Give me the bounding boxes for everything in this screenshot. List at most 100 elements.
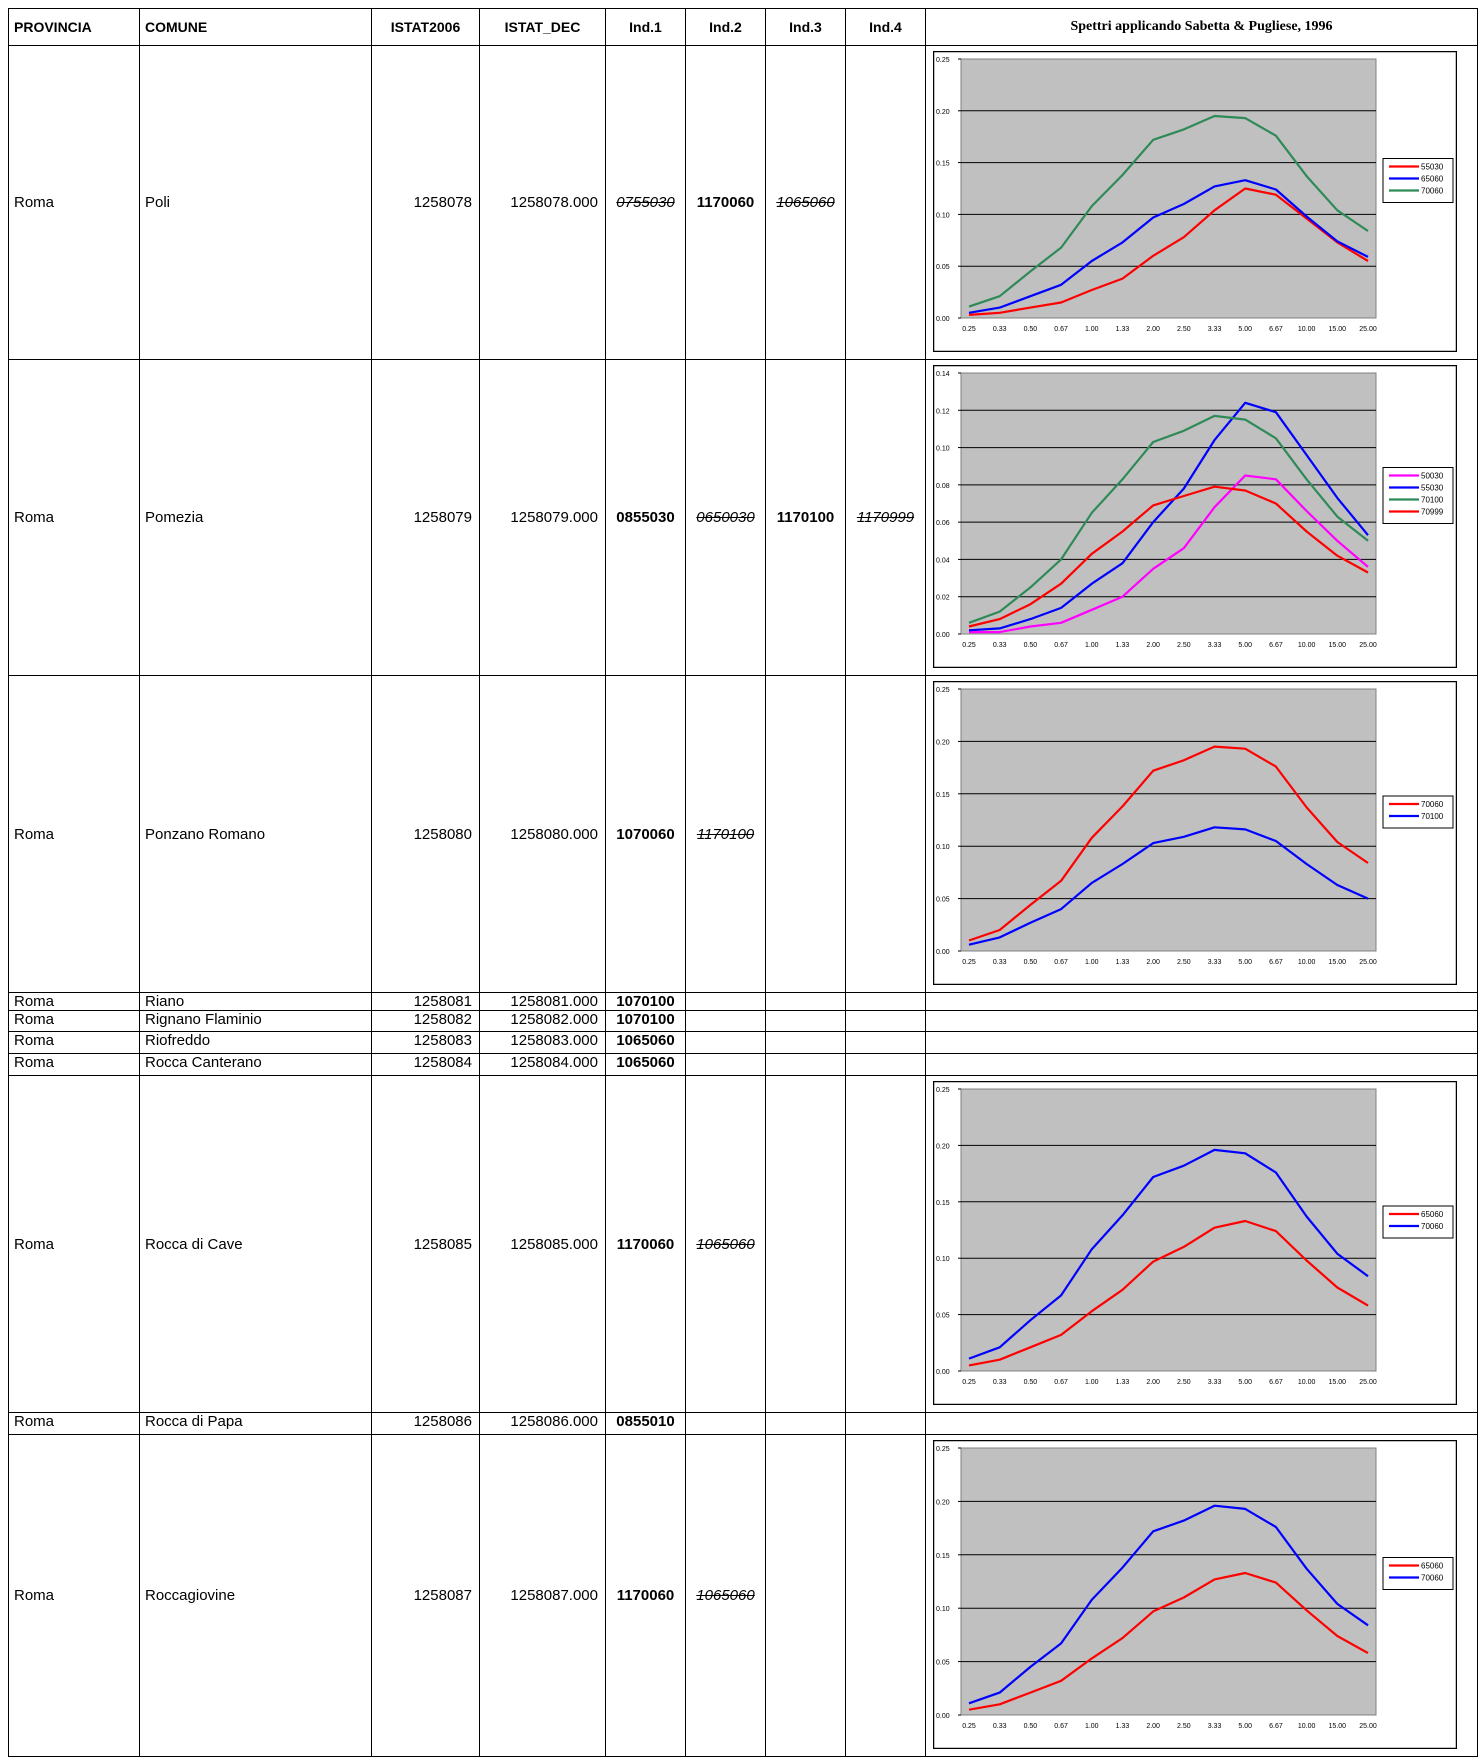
cell-ind2: 0650030 [696, 509, 755, 526]
cell-comune: Rocca di Papa [145, 1413, 243, 1430]
y-tick-label: 0.05 [936, 264, 950, 271]
x-tick-label: 6.67 [1269, 1723, 1283, 1730]
y-tick-label: 0.02 [936, 595, 950, 602]
y-tick-label: 0.05 [936, 1313, 950, 1320]
cell-comune: Rocca di Cave [145, 1235, 243, 1253]
x-tick-label: 15.00 [1329, 959, 1347, 966]
x-tick-label: 0.25 [962, 326, 976, 333]
series-line-55030 [968, 187, 1369, 316]
cell-ind2: 1170100 [696, 825, 755, 843]
cell-provincia: Roma [14, 1235, 55, 1253]
x-tick-label: 2.00 [1146, 1379, 1160, 1386]
cell-ind2 [686, 1032, 765, 1053]
cell-comune: Riofreddo [145, 1032, 211, 1049]
x-tick-label: 0.25 [962, 1379, 976, 1386]
grid-hline [8, 1412, 1478, 1413]
x-tick-label: 6.67 [1269, 959, 1283, 966]
grid-vline [845, 8, 846, 1757]
cell-istat_dec: 1258082.000 [510, 1011, 598, 1028]
y-tick-label: 0.10 [936, 1256, 950, 1263]
grid-hline [8, 45, 1478, 46]
y-tick-label: 0.00 [936, 316, 950, 323]
header-ind3: Ind.3 [789, 19, 822, 35]
x-tick-label: 15.00 [1329, 1379, 1347, 1386]
x-tick-label: 6.67 [1269, 326, 1283, 333]
header-istat_dec: ISTAT_DEC [504, 19, 581, 35]
cell-ind3 [766, 993, 845, 1010]
y-tick-label: 0.06 [936, 520, 950, 527]
legend-label: 55030 [1421, 163, 1444, 172]
x-tick-label: 0.67 [1054, 642, 1068, 649]
x-tick-label: 3.33 [1208, 1723, 1222, 1730]
y-tick-label: 0.00 [936, 949, 950, 956]
cell-ind4 [846, 1032, 925, 1053]
y-tick-label: 0.15 [936, 1200, 950, 1207]
cell-istat2006: 1258087 [413, 1587, 472, 1604]
legend-box [1382, 467, 1454, 524]
cell-ind2: 1065060 [696, 1587, 755, 1604]
legend-box [1382, 1557, 1454, 1590]
x-tick-label: 1.33 [1116, 642, 1130, 649]
spectrum-chart: 0.00 0.05 0.10 0.15 0.20 0.25 0.25 0.33 0.50 0.67… [932, 680, 1458, 986]
grid-hline [8, 992, 1478, 993]
x-tick-label: 2.50 [1177, 642, 1191, 649]
legend-label: 50030 [1421, 472, 1444, 481]
cell-istat_dec: 1258083.000 [510, 1032, 598, 1049]
header-ind1: Ind.1 [629, 19, 662, 35]
chart-svg: 0.00 0.02 0.04 0.06 0.08 0.10 0.12 0.14 0.25 0.33… [932, 364, 1458, 669]
x-tick-label: 25.00 [1359, 326, 1377, 333]
cell-ind3 [766, 1076, 845, 1412]
plot-area [960, 1088, 1377, 1372]
legend-label: 70060 [1421, 187, 1444, 196]
cell-provincia: Roma [14, 1413, 55, 1430]
cell-ind4 [846, 676, 925, 992]
x-tick-label: 2.00 [1146, 642, 1160, 649]
series-line-70060 [968, 1504, 1369, 1705]
legend-label: 70100 [1421, 812, 1444, 821]
cell-comune: Poli [145, 194, 171, 211]
cell-ind3: 1170100 [776, 509, 835, 526]
x-tick-label: 1.33 [1116, 1379, 1130, 1386]
y-tick-label: 0.25 [936, 1446, 950, 1453]
cell-ind2: 1065060 [696, 1235, 755, 1253]
data-table: PROVINCIA COMUNE ISTAT2006 ISTAT_DEC Ind.1 In… [8, 8, 1478, 1757]
grid-hline [8, 1434, 1478, 1435]
x-tick-label: 0.67 [1054, 959, 1068, 966]
y-tick-label: 0.15 [936, 1553, 950, 1560]
x-tick-label: 10.00 [1298, 1379, 1316, 1386]
grid-vline [765, 8, 766, 1757]
grid-vline [1477, 8, 1478, 1757]
y-tick-label: 0.00 [936, 632, 950, 639]
legend-label: 70060 [1421, 1574, 1444, 1583]
cell-ind2 [686, 1054, 765, 1075]
x-tick-label: 15.00 [1329, 1723, 1347, 1730]
series-line-70999 [968, 485, 1369, 628]
x-tick-label: 1.00 [1085, 1379, 1099, 1386]
x-tick-label: 10.00 [1298, 326, 1316, 333]
header-comune: COMUNE [145, 19, 208, 35]
cell-istat_dec: 1258084.000 [510, 1054, 598, 1071]
x-tick-label: 1.00 [1085, 642, 1099, 649]
cell-provincia: Roma [14, 1011, 55, 1028]
cell-ind3 [766, 1413, 845, 1434]
y-tick-label: 0.25 [936, 687, 950, 694]
cell-ind1: 0855030 [616, 509, 675, 526]
x-tick-label: 5.00 [1238, 326, 1252, 333]
grid-hline [8, 1756, 1478, 1757]
cell-istat_dec: 1258086.000 [510, 1413, 598, 1430]
cell-istat2006: 1258082 [413, 1011, 472, 1028]
cell-ind1: 1170060 [616, 1235, 675, 1253]
chart-svg: 0.00 0.05 0.10 0.15 0.20 0.25 0.25 0.33 0.50 0.67… [932, 1080, 1458, 1406]
series-line-65060 [968, 179, 1369, 314]
y-tick-label: 0.15 [936, 161, 950, 168]
cell-istat_dec: 1258080.000 [510, 825, 598, 843]
x-tick-label: 6.67 [1269, 642, 1283, 649]
y-tick-label: 0.05 [936, 1660, 950, 1667]
y-tick-label: 0.20 [936, 109, 950, 116]
plot-area [960, 372, 1377, 635]
x-tick-label: 15.00 [1329, 642, 1347, 649]
grid-vline [8, 8, 9, 1757]
grid-vline [139, 8, 140, 1757]
cell-istat2006: 1258080 [413, 825, 472, 843]
x-tick-label: 25.00 [1359, 1379, 1377, 1386]
